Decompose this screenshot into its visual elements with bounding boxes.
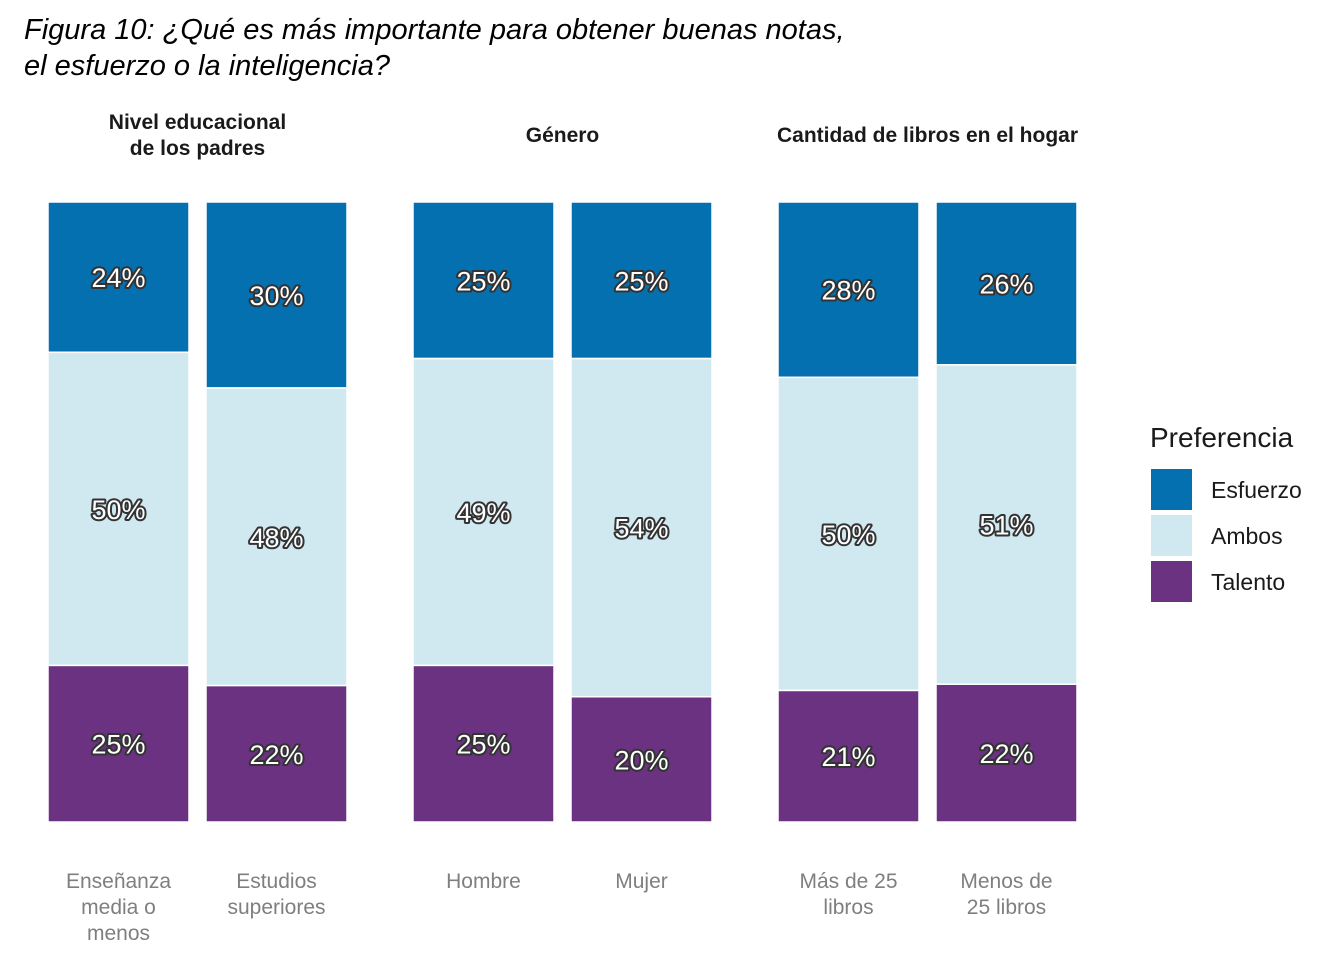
- legend-item-talento: Talento: [1151, 561, 1285, 602]
- legend-title: Preferencia: [1150, 422, 1294, 453]
- bar-segment-talento: [205, 684, 348, 823]
- bar-segment-esfuerzo: [935, 201, 1078, 366]
- category-label-line: libros: [823, 896, 873, 919]
- data-label-ambos: 49%: [456, 498, 510, 528]
- category-label-line: Enseñanza: [66, 870, 171, 893]
- plot-area: Nivel educacional de los padres 24% 50% 25% E…: [47, 111, 1078, 945]
- data-label-esfuerzo: 28%: [821, 276, 875, 306]
- data-label-esfuerzo: 24%: [91, 263, 145, 293]
- data-label-talento: 22%: [249, 740, 303, 770]
- bar-stack: 24% 50% 25%: [47, 201, 190, 823]
- bar-segment-talento: [47, 664, 190, 823]
- chart-title-line-1: Figura 10: ¿Qué es más importante para o…: [24, 14, 845, 46]
- facet-title-line: Nivel educacional: [109, 111, 286, 134]
- category-label-line: menos: [87, 922, 150, 945]
- data-label-ambos: 51%: [979, 511, 1033, 541]
- bar-segment-esfuerzo: [205, 201, 348, 389]
- category-label-line: Hombre: [446, 870, 521, 893]
- bar-segment-esfuerzo: [570, 201, 713, 360]
- data-label-esfuerzo: 30%: [249, 281, 303, 311]
- bar-stack: 26% 51% 22%: [935, 201, 1078, 823]
- facet-title-line: Cantidad de libros en el hogar: [777, 124, 1078, 147]
- facet-title-line: Género: [526, 124, 600, 147]
- legend-label-ambos: Ambos: [1211, 523, 1283, 549]
- category-label-line: Más de 25: [799, 870, 897, 893]
- bar-segment-talento: [777, 689, 920, 823]
- bar-segment-talento: [570, 695, 713, 823]
- bar-segment-esfuerzo: [47, 201, 190, 354]
- data-label-talento: 22%: [979, 739, 1033, 769]
- data-label-esfuerzo: 25%: [456, 266, 510, 296]
- category-label-line: 25 libros: [967, 896, 1046, 919]
- data-label-talento: 20%: [614, 745, 668, 775]
- legend-item-esfuerzo: Esfuerzo: [1151, 469, 1302, 510]
- bar-stack: 30% 48% 22%: [205, 201, 348, 823]
- data-label-ambos: 50%: [821, 520, 875, 550]
- legend-item-ambos: Ambos: [1151, 515, 1283, 556]
- data-label-esfuerzo: 25%: [614, 266, 668, 296]
- bar-segment-esfuerzo: [777, 201, 920, 379]
- bar-segment-ambos: [935, 364, 1078, 685]
- bar-segment-ambos: [412, 357, 555, 667]
- bar-segment-ambos: [47, 351, 190, 667]
- bar-segment-ambos: [777, 376, 920, 692]
- data-label-ambos: 54%: [614, 514, 668, 544]
- data-label-esfuerzo: 26%: [979, 269, 1033, 299]
- legend-label-esfuerzo: Esfuerzo: [1211, 477, 1302, 503]
- facet-2: Género 25% 49% 25% Hombre 25% 54% 20% Mujer: [412, 124, 713, 893]
- legend-swatch-talento: [1151, 561, 1192, 602]
- category-label-line: media o: [81, 896, 156, 919]
- facet-title-line: de los padres: [130, 137, 265, 160]
- data-label-talento: 21%: [821, 742, 875, 772]
- bar-segment-ambos: [205, 387, 348, 687]
- legend-label-talento: Talento: [1211, 569, 1285, 595]
- bar-stack: 25% 54% 20%: [570, 201, 713, 823]
- facet-3: Cantidad de libros en el hogar 28% 50% 21% M…: [777, 124, 1078, 919]
- category-label-line: superiores: [227, 896, 325, 919]
- category-label-line: Mujer: [615, 870, 668, 893]
- bar-segment-ambos: [570, 357, 713, 698]
- category-label-line: Estudios: [236, 870, 317, 893]
- bar-segment-talento: [935, 683, 1078, 823]
- facet-1: Nivel educacional de los padres 24% 50% 25% E…: [47, 111, 348, 945]
- data-label-ambos: 50%: [91, 495, 145, 525]
- legend: Preferencia Esfuerzo Ambos Talento: [1150, 422, 1302, 602]
- bar-stack: 25% 49% 25%: [412, 201, 555, 823]
- data-label-talento: 25%: [456, 730, 510, 760]
- data-label-ambos: 48%: [249, 523, 303, 553]
- bar-segment-talento: [412, 664, 555, 823]
- legend-swatch-ambos: [1151, 515, 1192, 556]
- category-label-line: Menos de: [960, 870, 1052, 893]
- chart-title-line-2: el esfuerzo o la inteligencia?: [24, 50, 391, 82]
- bar-stack: 28% 50% 21%: [777, 201, 920, 823]
- data-label-talento: 25%: [91, 730, 145, 760]
- legend-swatch-esfuerzo: [1151, 469, 1192, 510]
